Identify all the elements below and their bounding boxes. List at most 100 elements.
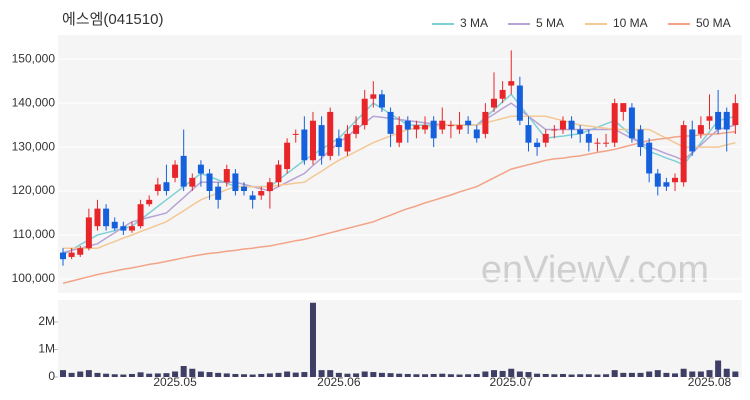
volume-bar [628, 372, 635, 377]
candle-body [646, 142, 653, 174]
candle-body [637, 129, 644, 148]
candle-body [120, 226, 127, 231]
candle-body [422, 125, 429, 130]
candle-body [542, 133, 549, 143]
candle-body [301, 129, 308, 161]
volume-bar [551, 374, 558, 377]
volume-bar [422, 374, 429, 377]
volume-bar [396, 373, 403, 377]
candle-body [732, 103, 739, 126]
candle-body [603, 142, 610, 144]
y-tick-label: 150,000 [12, 51, 56, 65]
candle-body [335, 138, 342, 148]
candle-body [473, 129, 480, 139]
volume-bar [335, 372, 342, 377]
volume-bar [111, 374, 118, 377]
volume-bar [525, 372, 532, 377]
candle-body [499, 89, 506, 99]
candle-body [577, 129, 584, 134]
volume-bar [180, 366, 187, 377]
candle-body [103, 208, 110, 227]
candle-body [241, 186, 248, 192]
volume-bar [439, 373, 446, 377]
volume-bar [344, 373, 351, 377]
volume-bar [146, 373, 153, 377]
y-tick-label: 2M [38, 314, 55, 328]
candle-body [628, 107, 635, 139]
y-tick-label: 110,000 [13, 227, 56, 241]
y-tick-label: 120,000 [12, 183, 56, 197]
candle-body [292, 133, 299, 135]
candle-body [551, 129, 558, 131]
candle-body [249, 195, 256, 200]
legend-label: 10 MA [613, 16, 648, 30]
volume-bar [137, 372, 144, 377]
volume-bar [663, 372, 670, 377]
volume-bar [258, 373, 265, 377]
volume-bar [318, 370, 325, 377]
candle-body [284, 142, 291, 170]
volume-bar [637, 372, 644, 377]
volume-bar [715, 360, 722, 377]
volume-bar [482, 371, 489, 377]
candle-body [197, 164, 204, 174]
volume-bar [473, 373, 480, 377]
candle-body [568, 120, 575, 130]
candle-body [206, 173, 213, 192]
volume-bar [508, 368, 515, 377]
candle-body [491, 98, 497, 108]
candle-body [680, 125, 687, 183]
volume-bar [120, 374, 127, 377]
volume-bar [534, 373, 541, 377]
volume-bar [465, 374, 472, 377]
volume-bar [430, 373, 437, 377]
volume-bar [206, 372, 213, 377]
volume-bar [327, 370, 334, 377]
candle-body [413, 125, 420, 130]
price-panel [58, 35, 742, 293]
candle-body [258, 191, 265, 196]
volume-bar [361, 371, 368, 377]
volume-bar [387, 373, 394, 377]
volume-bar [654, 370, 661, 377]
volume-bar [672, 373, 679, 377]
volume-bar [603, 374, 610, 377]
legend-label: 3 MA [460, 16, 488, 30]
candle-body [146, 199, 153, 205]
candle-body [223, 169, 230, 183]
candle-body [309, 120, 316, 161]
candle-body [508, 81, 515, 86]
x-tick-label: 2025.08 [688, 375, 732, 389]
volume-bar [232, 373, 239, 377]
candle-body [85, 217, 92, 249]
candle-body [60, 252, 66, 260]
volume-bar [60, 370, 66, 377]
candle-body [353, 125, 360, 134]
volume-bar [732, 371, 739, 377]
candle-body [361, 98, 368, 126]
legend-label: 5 MA [536, 16, 564, 30]
volume-bar [172, 371, 179, 377]
volume-bar [680, 368, 687, 377]
candle-body [163, 182, 170, 192]
candle-body [266, 182, 273, 192]
candle-body [594, 142, 601, 144]
x-tick-label: 2025.06 [317, 375, 361, 389]
volume-bar [284, 371, 291, 377]
volume-bar [85, 370, 92, 377]
volume-bar [723, 368, 730, 377]
volume-bar [292, 372, 299, 377]
candle-body [516, 85, 523, 121]
volume-bar [275, 372, 282, 377]
volume-bar [577, 374, 584, 377]
volume-bar [301, 372, 308, 377]
candle-body [172, 164, 179, 178]
volume-bar [353, 373, 360, 377]
candle-body [318, 125, 325, 156]
candle-body [534, 142, 541, 148]
volume-bar [370, 372, 377, 377]
candle-body [275, 164, 282, 183]
volume-bar [499, 370, 506, 377]
candle-body [387, 111, 394, 134]
